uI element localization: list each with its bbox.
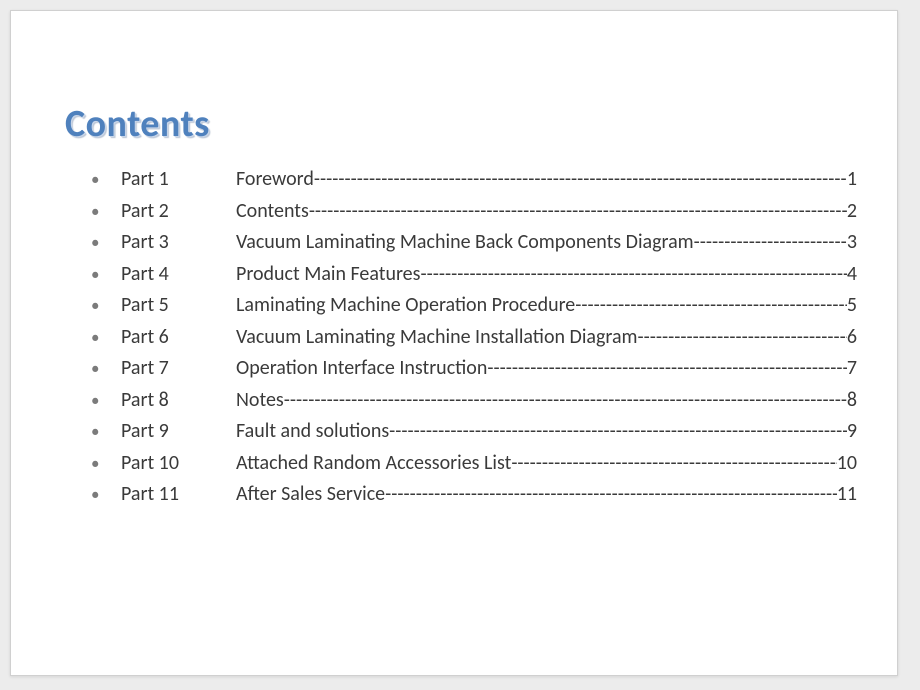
toc-leaders: ----------------------------------------… [487,358,847,378]
toc-label: Product Main Features [236,264,420,284]
toc-part: Part 11 [121,484,236,504]
toc-entry: Vacuum Laminating Machine Installation D… [236,327,847,347]
toc-leaders: ----------------------------------------… [420,264,846,284]
toc-label: Attached Random Accessories List [236,453,511,473]
bullet-icon: • [91,360,121,377]
bullet-icon: • [91,297,121,314]
bullet-icon: • [91,455,121,472]
toc-part: Part 2 [121,201,236,221]
toc-part: Part 6 [121,327,236,347]
toc-part: Part 4 [121,264,236,284]
toc-page: 3 [847,232,857,252]
toc-leaders: ----------------------------------------… [385,484,837,504]
toc-label: Vacuum Laminating Machine Back Component… [236,232,694,252]
toc-part: Part 9 [121,421,236,441]
toc-item: •Part 5Laminating Machine Operation Proc… [91,295,857,315]
toc-item: •Part 10Attached Random Accessories List… [91,453,857,473]
toc-leaders: ----------------------------------------… [284,390,847,410]
toc-item: •Part 6Vacuum Laminating Machine Install… [91,327,857,347]
toc-leaders: ----------------------------------------… [694,232,847,252]
page-title: Contents [65,101,857,147]
toc-part: Part 5 [121,295,236,315]
toc-page: 11 [837,484,857,504]
toc-item: •Part 11After Sales Service-------------… [91,484,857,504]
toc-entry: Attached Random Accessories List--------… [236,453,837,473]
toc-leaders: ----------------------------------------… [638,327,847,347]
toc-entry: Notes-----------------------------------… [236,390,847,410]
toc-page: 8 [847,390,857,410]
toc-leaders: ----------------------------------------… [314,169,847,189]
toc-entry: Laminating Machine Operation Procedure--… [236,295,847,315]
toc-leaders: ----------------------------------------… [575,295,847,315]
toc-page: 7 [847,358,857,378]
toc-entry: Foreword--------------------------------… [236,169,847,189]
bullet-icon: • [91,266,121,283]
toc-entry: Fault and solutions---------------------… [236,421,847,441]
toc-part: Part 1 [121,169,236,189]
toc-label: Foreword [236,169,314,189]
toc-entry: Operation Interface Instruction---------… [236,358,847,378]
toc-part: Part 10 [121,453,236,473]
toc-page: 6 [847,327,857,347]
toc-label: Laminating Machine Operation Procedure [236,295,575,315]
toc-page: 1 [847,169,857,189]
bullet-icon: • [91,423,121,440]
table-of-contents: •Part 1Foreword-------------------------… [51,169,857,504]
toc-part: Part 8 [121,390,236,410]
toc-part: Part 7 [121,358,236,378]
toc-item: •Part 3Vacuum Laminating Machine Back Co… [91,232,857,252]
toc-page: 5 [847,295,857,315]
bullet-icon: • [91,234,121,251]
toc-page: 10 [837,453,857,473]
bullet-icon: • [91,392,121,409]
bullet-icon: • [91,329,121,346]
toc-entry: Product Main Features-------------------… [236,264,847,284]
toc-leaders: ----------------------------------------… [389,421,847,441]
toc-page: 4 [847,264,857,284]
toc-leaders: ----------------------------------------… [511,453,836,473]
bullet-icon: • [91,203,121,220]
bullet-icon: • [91,486,121,503]
toc-entry: After Sales Service---------------------… [236,484,837,504]
toc-page: 9 [847,421,857,441]
document-page: Contents •Part 1Foreword----------------… [10,10,898,676]
toc-label: After Sales Service [236,484,385,504]
toc-item: •Part 1Foreword-------------------------… [91,169,857,189]
toc-item: •Part 2Contents-------------------------… [91,201,857,221]
toc-item: •Part 9Fault and solutions--------------… [91,421,857,441]
toc-part: Part 3 [121,232,236,252]
toc-page: 2 [847,201,857,221]
toc-item: •Part 7Operation Interface Instruction--… [91,358,857,378]
toc-item: •Part 4Product Main Features------------… [91,264,857,284]
toc-leaders: ----------------------------------------… [309,201,847,221]
toc-entry: Vacuum Laminating Machine Back Component… [236,232,847,252]
toc-entry: Contents--------------------------------… [236,201,847,221]
toc-label: Vacuum Laminating Machine Installation D… [236,327,638,347]
toc-label: Operation Interface Instruction [236,358,487,378]
toc-label: Fault and solutions [236,421,389,441]
toc-label: Contents [236,201,309,221]
toc-label: Notes [236,390,284,410]
title-wrap: Contents [65,101,857,147]
toc-item: •Part 8Notes----------------------------… [91,390,857,410]
bullet-icon: • [91,171,121,188]
